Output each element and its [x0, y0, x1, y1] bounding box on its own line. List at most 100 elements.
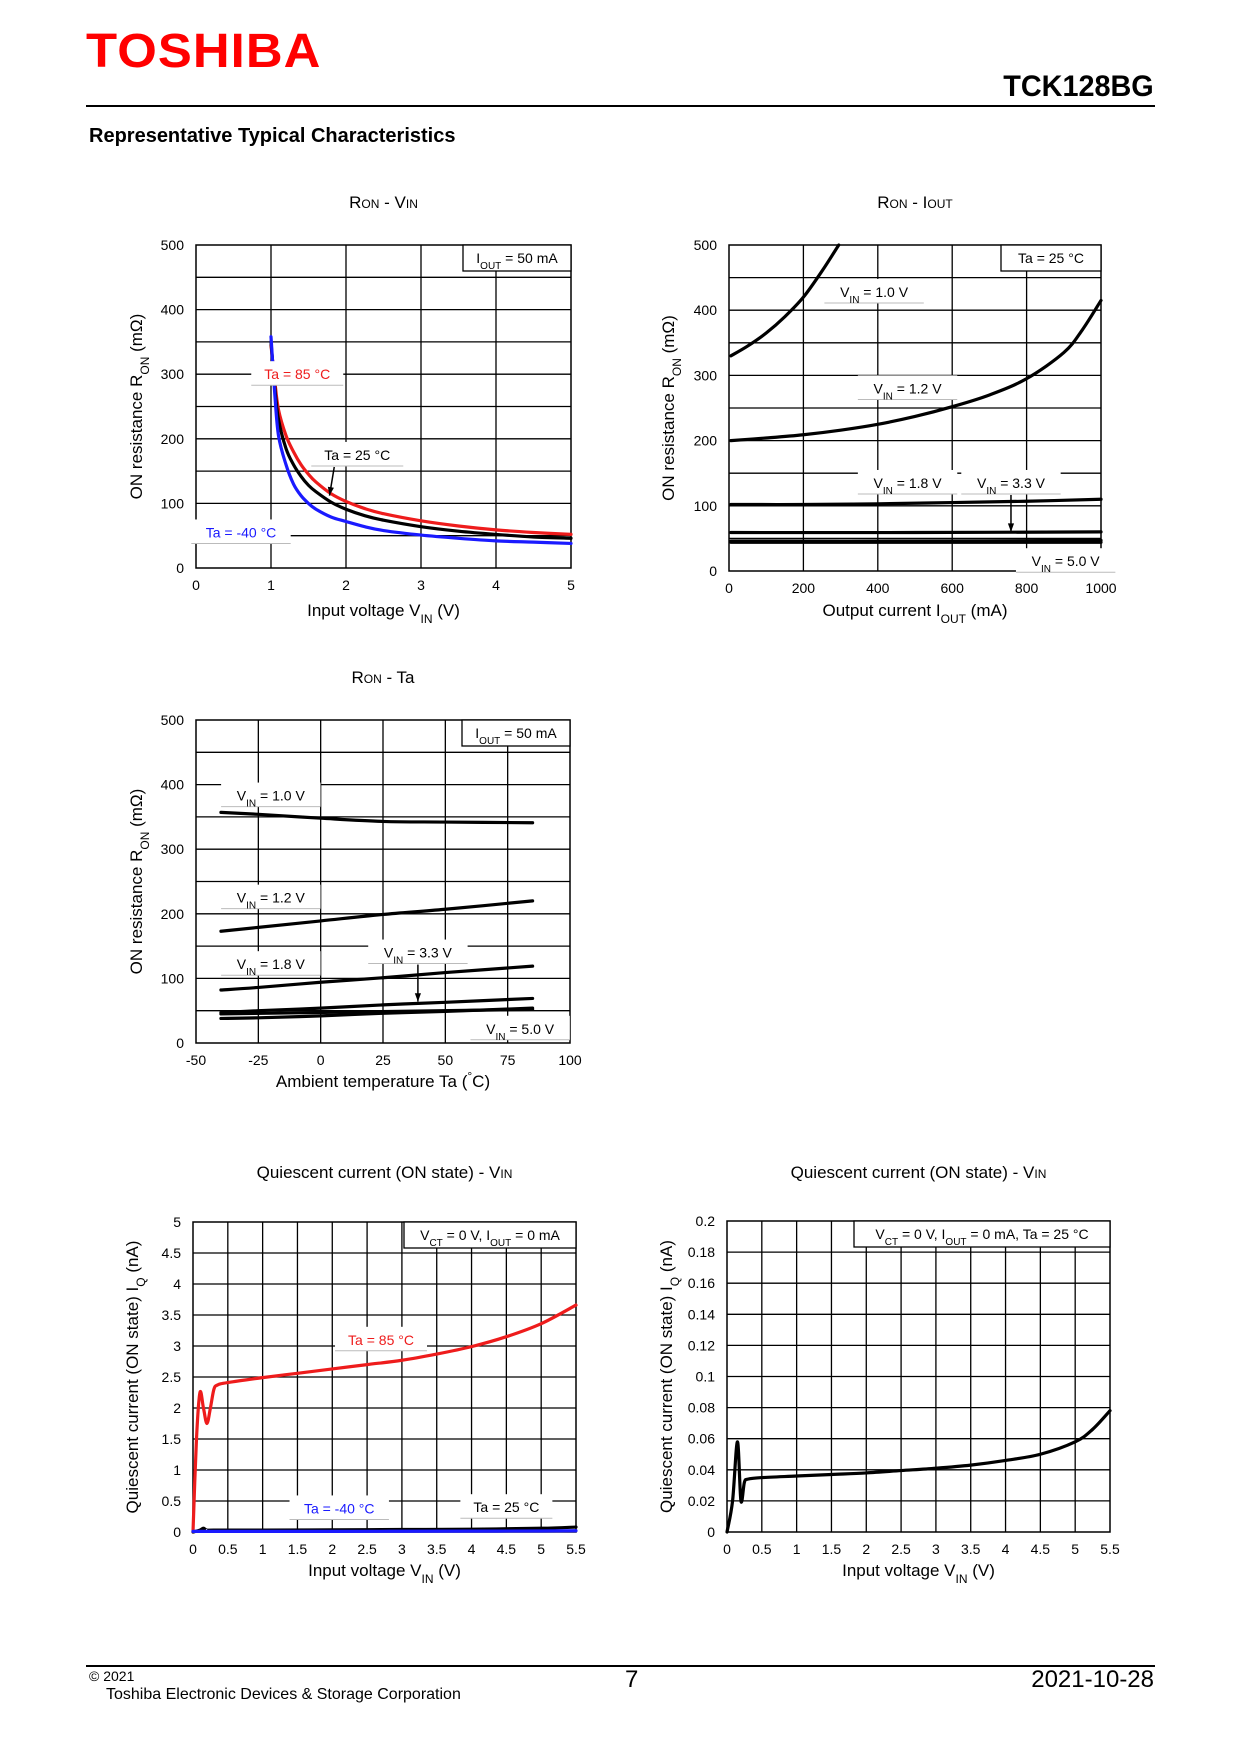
annotation-label: Ta = -40 °C [304, 1500, 375, 1516]
y-tick-label: 0 [707, 1524, 715, 1540]
y-tick-label: 300 [161, 366, 185, 382]
x-tick-label: 0 [317, 1052, 325, 1068]
series-line [729, 298, 1103, 443]
annotation-bg [857, 375, 958, 400]
chart-title: Quiescent current (ON state) - VIN [257, 1163, 513, 1182]
series-line [191, 1529, 578, 1533]
y-tick-label: 300 [161, 841, 185, 857]
document-date: 2021-10-28 [1031, 1666, 1154, 1693]
x-tick-label: 400 [866, 580, 890, 596]
x-tick-label: 4.5 [1031, 1541, 1051, 1557]
x-tick-label: 2.5 [357, 1541, 377, 1557]
annotation-bg [221, 782, 321, 807]
x-tick-label: 2 [862, 1541, 870, 1557]
x-tick-label: 200 [792, 580, 816, 596]
series-line [191, 1303, 578, 1534]
condition-label: VCT = 0 V, IOUT = 0 mA [420, 1227, 560, 1249]
annotation-bg [221, 951, 321, 976]
x-tick-label: 600 [941, 580, 965, 596]
annotation-label: VIN = 5.0 V [1032, 553, 1101, 575]
y-tick-label: 400 [161, 777, 185, 793]
annotation-bg [460, 1494, 553, 1519]
condition-label: IOUT = 50 mA [475, 725, 557, 747]
x-axis-label: Input voltage VIN (V) [308, 1561, 461, 1586]
annotation-label: VIN = 1.0 V [237, 788, 306, 810]
y-tick-label: 3 [173, 1338, 181, 1354]
y-tick-label: 0.06 [688, 1431, 715, 1447]
x-axis-label: Ambient temperature Ta (°C) [276, 1069, 490, 1091]
annotation-label: VIN = 1.8 V [237, 956, 306, 978]
annotation-label: VIN = 3.3 V [384, 945, 453, 967]
x-tick-label: 0 [192, 577, 200, 593]
x-tick-label: 100 [558, 1052, 582, 1068]
toshiba-logo: TOSHIBA [86, 25, 322, 78]
x-tick-label: 3 [932, 1541, 940, 1557]
x-tick-label: 0 [725, 580, 733, 596]
y-tick-label: 0.04 [688, 1462, 715, 1478]
arrowhead-icon [1007, 523, 1015, 532]
x-tick-label: 2 [328, 1541, 336, 1557]
y-tick-label: 0 [709, 563, 717, 579]
x-tick-label: 3 [417, 577, 425, 593]
annotation-label: VIN = 1.2 V [874, 380, 943, 402]
y-tick-label: 100 [694, 498, 718, 514]
annotation-bg [961, 469, 1061, 494]
y-tick-label: 500 [161, 712, 185, 728]
series-line [219, 1007, 535, 1016]
annotation-label: Ta = 25 °C [473, 1499, 539, 1515]
x-tick-label: 5 [567, 577, 575, 593]
y-tick-label: 0 [176, 560, 184, 576]
x-tick-label: 50 [438, 1052, 454, 1068]
x-tick-label: 25 [375, 1052, 391, 1068]
condition-label: VCT = 0 V, IOUT = 0 mA, Ta = 25 °C [875, 1226, 1088, 1248]
y-tick-label: 4.5 [162, 1245, 182, 1261]
x-axis-label: Input voltage VIN (V) [842, 1561, 995, 1586]
x-tick-label: 75 [500, 1052, 516, 1068]
y-tick-label: 400 [161, 302, 185, 318]
x-tick-label: -50 [186, 1052, 206, 1068]
series-line [729, 243, 841, 358]
y-tick-label: 100 [161, 495, 185, 511]
footer-divider [86, 1665, 1155, 1667]
x-tick-label: 5 [1071, 1541, 1079, 1557]
y-tick-label: 500 [694, 237, 718, 253]
y-axis-label: ON resistance RON (mΩ) [127, 789, 152, 975]
plot-frame [195, 719, 571, 1044]
condition-box [461, 719, 571, 747]
y-tick-label: 2 [173, 1400, 181, 1416]
series-line [219, 996, 535, 1015]
series-line [269, 335, 573, 546]
y-tick-label: 2.5 [162, 1369, 182, 1385]
series-line [219, 899, 535, 933]
annotation-bg [251, 361, 344, 386]
y-tick-label: 0.02 [688, 1493, 715, 1509]
y-tick-label: 500 [161, 237, 185, 253]
series-line [269, 340, 573, 540]
y-tick-label: 0.12 [688, 1337, 715, 1353]
header-divider [86, 105, 1155, 107]
x-tick-label: -25 [248, 1052, 268, 1068]
x-tick-label: 800 [1015, 580, 1039, 596]
x-tick-label: 5.5 [566, 1541, 586, 1557]
x-tick-label: 1.5 [822, 1541, 842, 1557]
x-tick-label: 4 [1002, 1541, 1010, 1557]
series-line [269, 343, 573, 537]
x-tick-label: 3.5 [961, 1541, 981, 1557]
y-tick-label: 3.5 [162, 1307, 182, 1323]
y-tick-label: 0 [176, 1035, 184, 1051]
chart-title: RON - Ta [351, 668, 415, 687]
series-line [729, 497, 1103, 507]
y-tick-label: 0.18 [688, 1244, 715, 1260]
condition-label: Ta = 25 °C [1018, 250, 1084, 266]
y-tick-label: 0.14 [688, 1306, 715, 1322]
y-axis-label: ON resistance RON (mΩ) [659, 315, 684, 501]
condition-box [1000, 244, 1102, 272]
y-axis-label: ON resistance RON (mΩ) [127, 314, 152, 500]
arrowhead-icon [414, 993, 421, 1002]
annotation-label: VIN = 1.2 V [237, 890, 306, 912]
annotation-bg [1015, 548, 1116, 573]
annotation-bg [857, 469, 958, 494]
